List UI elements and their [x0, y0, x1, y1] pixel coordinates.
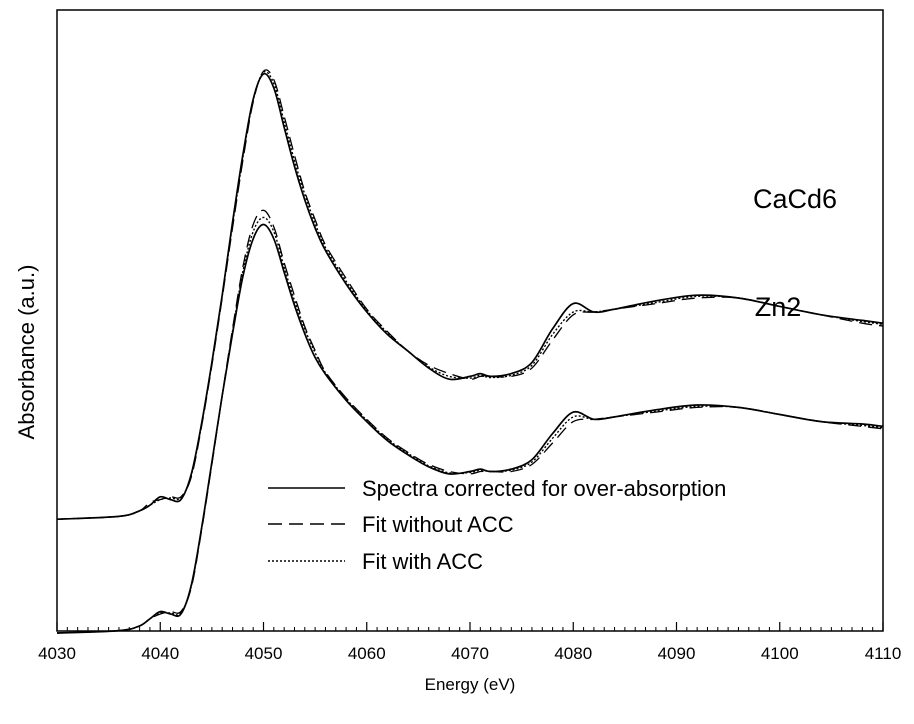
legend-label-dotted: Fit with ACC	[362, 549, 483, 574]
series-label-cacd6: CaCd6	[753, 184, 837, 214]
x-tick-label: 4070	[451, 644, 489, 663]
x-tick-label: 4090	[658, 644, 696, 663]
x-tick-label: 4060	[348, 644, 386, 663]
x-tick-label: 4040	[141, 644, 179, 663]
legend: Spectra corrected for over-absorption Fi…	[268, 476, 726, 574]
x-axis-ticks	[56, 622, 884, 631]
x-tick-label: 4080	[554, 644, 592, 663]
x-axis-title: Energy (eV)	[425, 675, 516, 694]
curve-cacd6-dotted	[56, 70, 884, 520]
x-tick-label: 4050	[245, 644, 283, 663]
series-label-zn2: Zn2	[755, 292, 802, 322]
x-axis-tick-labels: 4030 4040 4050 4060 4070 4080 4090 4100 4110	[38, 644, 901, 663]
legend-label-dashed: Fit without ACC	[362, 512, 514, 537]
curve-zn2-dotted	[56, 216, 884, 634]
spectra-curves	[56, 69, 884, 634]
curve-cacd6-dashed	[56, 69, 884, 520]
y-axis-title: Absorbance (a.u.)	[14, 265, 39, 440]
x-tick-label: 4110	[865, 644, 902, 663]
x-tick-label: 4030	[38, 644, 76, 663]
legend-label-solid: Spectra corrected for over-absorption	[362, 476, 726, 501]
x-tick-label: 4100	[761, 644, 799, 663]
